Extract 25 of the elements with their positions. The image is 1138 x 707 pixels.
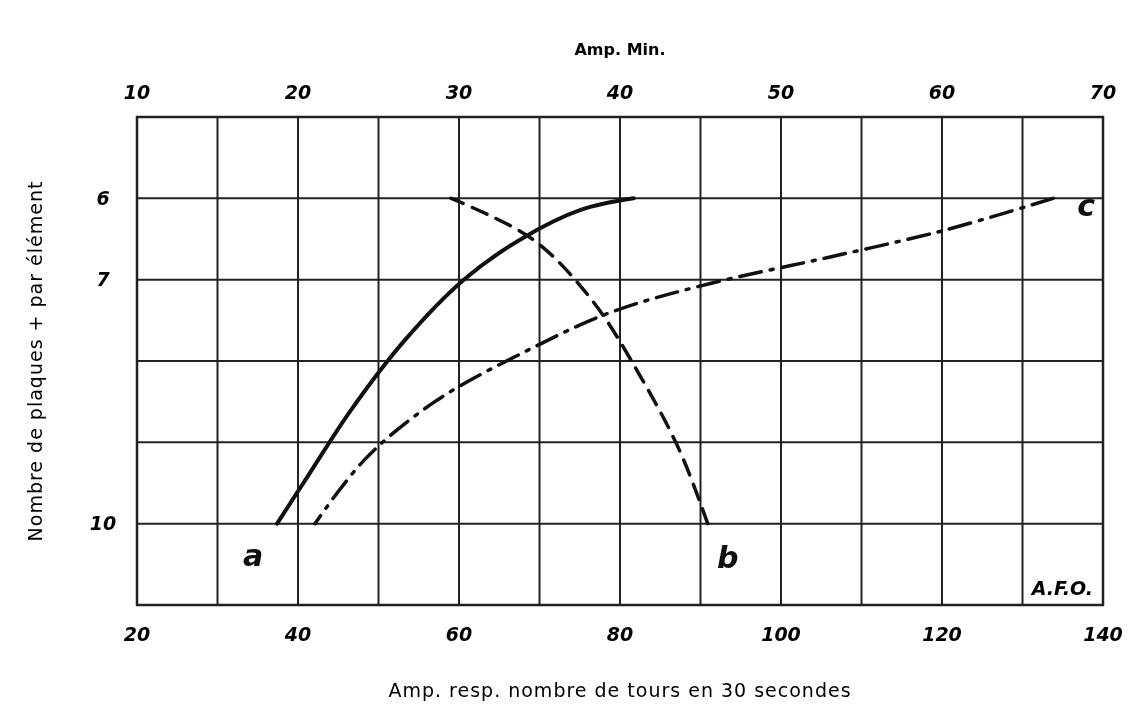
y-tick-label: 7	[96, 268, 111, 291]
series-label: c	[1077, 188, 1096, 224]
x2-tick-label: 50	[767, 81, 795, 103]
line-series	[313, 196, 1055, 526]
annotation: A.F.O.	[1029, 577, 1093, 599]
y-tick-label: 10	[89, 512, 117, 535]
x-tick-label: 120	[922, 623, 962, 645]
x-tick-label: 40	[283, 623, 312, 645]
series-label: b	[716, 540, 739, 576]
x2-tick-label: 60	[928, 81, 956, 103]
x2-axis-title: Amp. Min.	[574, 40, 666, 59]
x2-tick-label: 40	[605, 81, 634, 103]
series-label: a	[242, 538, 264, 574]
x-axis-title: Amp. resp. nombre de tours en 30 secondes	[388, 679, 852, 701]
x2-tick-label: 30	[445, 81, 473, 103]
x-tick-label: 100	[761, 623, 801, 645]
y-tick-label: 6	[96, 186, 110, 209]
x-tick-label: 140	[1083, 623, 1123, 645]
x2-tick-label: 10	[123, 81, 151, 103]
x-tick-label: 80	[606, 623, 634, 645]
y-axis-title: Nombre de plaques + par élément	[24, 180, 46, 542]
x-tick-label: 20	[123, 623, 151, 645]
x2-tick-label: 20	[284, 81, 312, 103]
x-tick-label: 60	[445, 623, 473, 645]
x2-tick-label: 70	[1089, 81, 1117, 103]
